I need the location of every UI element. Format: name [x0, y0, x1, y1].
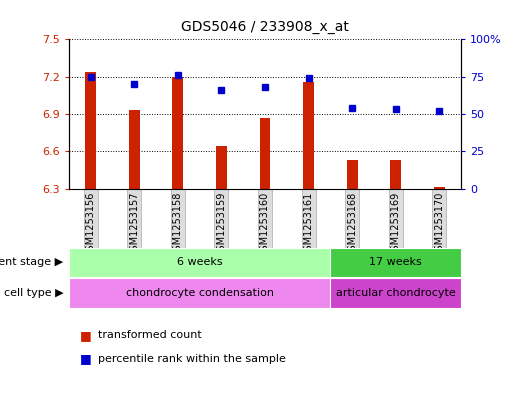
- Text: ■: ■: [80, 352, 91, 365]
- Bar: [390, 160, 401, 189]
- Text: chondrocyte condensation: chondrocyte condensation: [126, 288, 273, 298]
- Bar: [129, 110, 140, 189]
- Bar: [303, 82, 314, 189]
- Text: cell type ▶: cell type ▶: [4, 288, 64, 298]
- Text: development stage ▶: development stage ▶: [0, 257, 64, 267]
- Text: GDS5046 / 233908_x_at: GDS5046 / 233908_x_at: [181, 20, 349, 34]
- Bar: [434, 187, 445, 189]
- Text: percentile rank within the sample: percentile rank within the sample: [98, 354, 286, 364]
- Bar: [347, 160, 358, 189]
- Text: 17 weeks: 17 weeks: [369, 257, 422, 267]
- Bar: [216, 146, 227, 189]
- Bar: [172, 77, 183, 189]
- Text: ■: ■: [80, 329, 91, 342]
- Text: articular chondrocyte: articular chondrocyte: [336, 288, 456, 298]
- Bar: [85, 72, 96, 189]
- Text: 6 weeks: 6 weeks: [177, 257, 223, 267]
- Text: transformed count: transformed count: [98, 330, 202, 340]
- Bar: [260, 118, 270, 189]
